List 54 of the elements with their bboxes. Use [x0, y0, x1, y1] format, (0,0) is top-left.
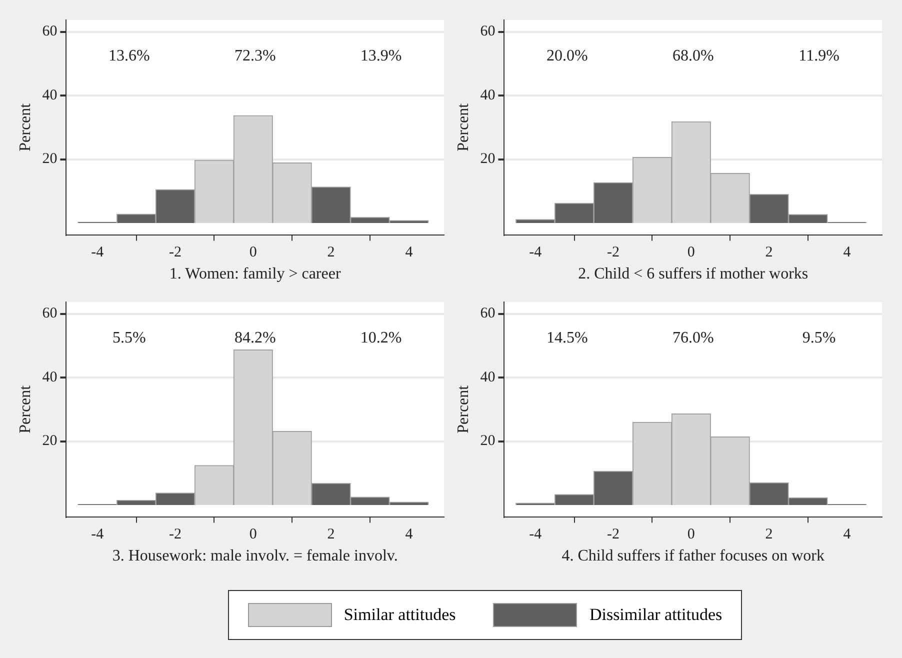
x-tick-label: 2: [765, 526, 773, 543]
y-axis-title: Percent: [16, 102, 34, 152]
y-axis-title: Percent: [454, 102, 472, 152]
x-tick-label: -4: [529, 244, 542, 261]
y-axis-title: Percent: [454, 384, 472, 434]
annotation: 84.2%: [234, 330, 276, 347]
y-tick-label: 20: [480, 433, 496, 450]
x-tick-label: 4: [405, 244, 414, 261]
y-tick-label: 40: [42, 87, 58, 104]
y-tick-label: 40: [480, 87, 496, 104]
annotation: 72.3%: [234, 48, 276, 65]
annotation: 76.0%: [672, 330, 714, 347]
x-tick-label: 0: [687, 526, 695, 543]
x-tick-label: 2: [765, 244, 773, 261]
annotation: 68.0%: [672, 48, 714, 65]
x-axis-title: 4. Child suffers if father focuses on work: [562, 548, 824, 565]
x-tick-label: -4: [529, 526, 542, 543]
x-tick-label: 4: [843, 244, 852, 261]
y-tick-label: 20: [480, 151, 496, 168]
annotation: 11.9%: [798, 48, 840, 65]
x-axis-title: 3. Housework: male involv. = female involv.: [112, 548, 398, 565]
x-tick-label: 4: [405, 526, 414, 543]
annotation: 5.5%: [112, 330, 146, 347]
x-tick-label: 0: [249, 244, 257, 261]
x-tick-label: 0: [687, 244, 695, 261]
y-tick-label: 60: [480, 24, 496, 40]
y-tick-label: 40: [42, 369, 58, 386]
annotation: 13.9%: [360, 48, 402, 65]
annotation: 13.6%: [108, 48, 150, 65]
legend-label: Similar attitudes: [344, 605, 456, 625]
y-tick-label: 20: [42, 151, 58, 168]
x-tick-label: -2: [169, 244, 182, 261]
y-tick-label: 60: [480, 306, 496, 322]
x-axis-title: 1. Women: family > career: [169, 266, 342, 283]
annotation: 10.2%: [360, 330, 402, 347]
x-tick-label: 0: [249, 526, 257, 543]
x-tick-label: 2: [327, 244, 335, 261]
y-tick-label: 60: [42, 24, 58, 40]
x-tick-label: -4: [91, 244, 104, 261]
x-tick-label: -2: [169, 526, 182, 543]
x-axis-title: 2. Child < 6 suffers if mother works: [578, 266, 808, 283]
y-tick-label: 60: [42, 306, 58, 322]
y-tick-label: 20: [42, 433, 58, 450]
y-axis-title: Percent: [16, 384, 34, 434]
legend-label: Dissimilar attitudes: [589, 605, 722, 625]
y-tick-label: 40: [480, 369, 496, 386]
annotation: 20.0%: [546, 48, 588, 65]
x-tick-label: -2: [607, 526, 620, 543]
x-tick-label: 4: [843, 526, 852, 543]
annotation: 14.5%: [546, 330, 588, 347]
annotation: 9.5%: [802, 330, 836, 347]
x-tick-label: -4: [91, 526, 104, 543]
x-tick-label: 2: [327, 526, 335, 543]
x-tick-label: -2: [607, 244, 620, 261]
